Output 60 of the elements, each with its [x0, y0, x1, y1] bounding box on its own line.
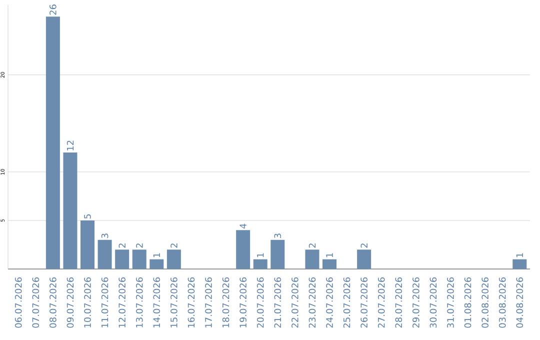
data-label: 5 — [84, 214, 91, 219]
x-tick-label: 21.07.2026 — [274, 277, 282, 328]
x-tick-label: 07.07.2026 — [32, 277, 40, 328]
x-tick-label: 04.08.2026 — [516, 277, 524, 328]
x-tick-label: 30.07.2026 — [430, 277, 437, 328]
x-tick-label: 29.07.2026 — [412, 277, 420, 328]
x-tick-label: 25.07.2026 — [343, 277, 350, 328]
data-label: 3 — [274, 234, 282, 238]
bar — [63, 152, 78, 269]
x-tick-label: 24.07.2026 — [326, 277, 333, 328]
data-label: 2 — [136, 244, 143, 248]
x-tick-label: 16.07.2026 — [188, 277, 195, 328]
bar — [322, 259, 336, 269]
x-tick-label: 09.07.2026 — [66, 277, 74, 328]
x-tick-label: 10.07.2026 — [84, 277, 91, 328]
bar — [46, 16, 60, 269]
x-tick-label: 02.08.2026 — [482, 277, 488, 328]
bar — [236, 230, 250, 269]
x-tick-label: 23.07.2026 — [308, 277, 316, 328]
bar — [150, 259, 164, 269]
x-tick-label: 26.07.2026 — [360, 277, 368, 328]
x-tick-label: 19.07.2026 — [240, 277, 246, 328]
data-label: 1 — [326, 253, 333, 258]
x-tick-label: 03.08.2026 — [498, 277, 506, 328]
x-tick-label: 28.07.2026 — [395, 277, 402, 328]
data-label: 26 — [50, 4, 56, 15]
bar — [357, 250, 372, 269]
x-tick-label: 13.07.2026 — [136, 277, 143, 328]
data-label: 2 — [308, 244, 316, 248]
x-tick-label: 22.07.2026 — [292, 277, 298, 328]
x-tick-label: 15.07.2026 — [170, 277, 178, 328]
data-label: 2 — [170, 244, 178, 248]
x-tick-label: 31.07.2026 — [447, 277, 454, 328]
data-label: 1 — [153, 253, 160, 258]
bar — [166, 250, 181, 269]
x-tick-label: 08.07.2026 — [50, 277, 56, 328]
bar — [80, 220, 95, 269]
data-label: 2 — [118, 244, 126, 248]
x-tick-label: 27.07.2026 — [378, 277, 385, 328]
x-tick-label: 14.07.2026 — [153, 277, 160, 328]
bar — [270, 240, 285, 269]
data-label: 2 — [360, 244, 368, 248]
bar — [98, 240, 112, 269]
data-label: 1 — [257, 253, 264, 258]
x-tick-label: 18.07.2026 — [222, 277, 230, 328]
data-label: 1 — [516, 253, 523, 258]
x-tick-label: 01.08.2026 — [464, 277, 472, 328]
x-tick-label: 11.07.2026 — [101, 277, 108, 328]
bar — [132, 250, 146, 269]
x-tick-label: 17.07.2026 — [205, 277, 212, 328]
bar — [115, 250, 130, 269]
data-label: 12 — [66, 140, 74, 150]
bar — [512, 259, 527, 269]
x-tick-label: 20.07.2026 — [256, 277, 264, 328]
data-label: 3 — [101, 234, 108, 238]
data-label: 4 — [240, 224, 246, 229]
bar — [253, 259, 268, 269]
x-tick-label: 12.07.2026 — [118, 277, 126, 328]
x-tick-label: 06.07.2026 — [14, 277, 22, 328]
bar — [305, 250, 320, 269]
